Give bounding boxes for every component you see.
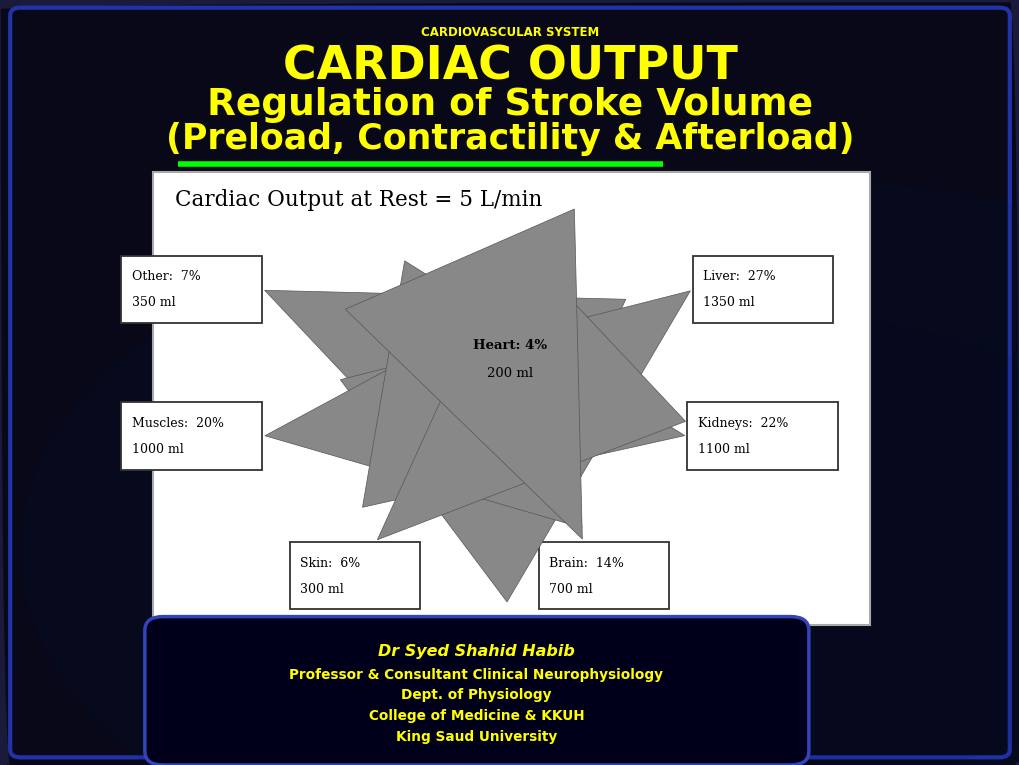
Text: Other:  7%: Other: 7% <box>131 271 200 283</box>
FancyBboxPatch shape <box>289 542 420 609</box>
FancyBboxPatch shape <box>692 256 833 323</box>
Text: Liver:  27%: Liver: 27% <box>702 271 774 283</box>
Text: 350 ml: 350 ml <box>131 297 175 309</box>
Text: (Preload, Contractility & Afterload): (Preload, Contractility & Afterload) <box>165 122 854 156</box>
Text: CARDIOVASCULAR SYSTEM: CARDIOVASCULAR SYSTEM <box>421 26 598 38</box>
Ellipse shape <box>275 310 1019 765</box>
FancyBboxPatch shape <box>687 402 838 470</box>
Text: Muscles:  20%: Muscles: 20% <box>131 418 223 430</box>
Text: 1000 ml: 1000 ml <box>131 444 183 456</box>
Text: Cardiac Output at Rest = 5 L/min: Cardiac Output at Rest = 5 L/min <box>175 189 542 210</box>
Text: CARDIAC OUTPUT: CARDIAC OUTPUT <box>282 45 737 90</box>
Text: College of Medicine & KKUH: College of Medicine & KKUH <box>368 709 584 723</box>
Text: 1350 ml: 1350 ml <box>702 297 754 309</box>
FancyBboxPatch shape <box>121 402 262 470</box>
Text: 1100 ml: 1100 ml <box>697 444 749 456</box>
Text: Brain:  14%: Brain: 14% <box>548 557 623 569</box>
FancyBboxPatch shape <box>145 617 808 765</box>
Text: Heart: 4%: Heart: 4% <box>473 340 546 352</box>
Ellipse shape <box>20 176 1019 765</box>
FancyBboxPatch shape <box>153 172 869 625</box>
Text: Regulation of Stroke Volume: Regulation of Stroke Volume <box>207 86 812 123</box>
Text: Professor & Consultant Clinical Neurophysiology: Professor & Consultant Clinical Neurophy… <box>289 668 662 682</box>
Text: Dr Syed Shahid Habib: Dr Syed Shahid Habib <box>377 643 575 659</box>
Text: 200 ml: 200 ml <box>486 367 533 379</box>
Text: 300 ml: 300 ml <box>300 583 343 595</box>
Text: 700 ml: 700 ml <box>548 583 592 595</box>
Text: Skin:  6%: Skin: 6% <box>300 557 360 569</box>
Text: King Saud University: King Saud University <box>395 730 556 744</box>
FancyBboxPatch shape <box>121 256 262 323</box>
Text: Kidneys:  22%: Kidneys: 22% <box>697 418 788 430</box>
FancyBboxPatch shape <box>538 542 668 609</box>
Polygon shape <box>439 324 580 415</box>
Text: Dept. of Physiology: Dept. of Physiology <box>400 688 551 702</box>
